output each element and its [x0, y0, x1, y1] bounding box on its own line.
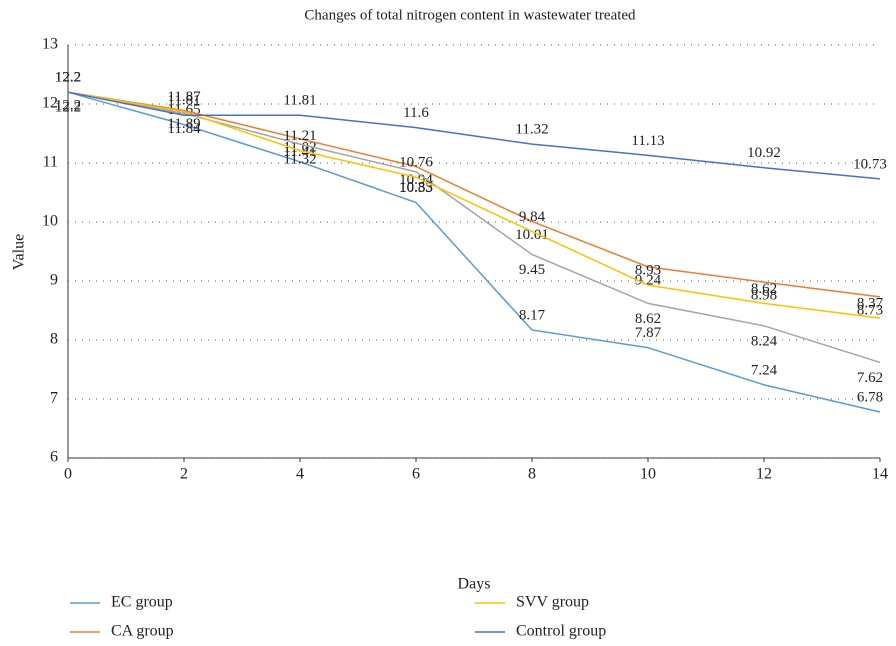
data-label: 12.2 [55, 70, 81, 86]
data-label: 7.62 [857, 370, 883, 386]
data-label: 11.6 [403, 105, 429, 121]
data-label: 8.93 [635, 263, 661, 279]
x-tick-label: 8 [528, 466, 536, 483]
y-tick-label: 11 [43, 154, 58, 171]
data-label: 11.81 [283, 93, 316, 109]
y-tick-label: 8 [50, 331, 58, 348]
data-label: 9.84 [519, 209, 546, 225]
data-label: 11.13 [631, 133, 664, 149]
data-label: 10.92 [747, 145, 781, 161]
data-label: 11.02 [283, 139, 316, 155]
series-line [67, 91, 881, 319]
x-axis-label: Days [458, 576, 491, 593]
data-label: 8.24 [751, 333, 778, 349]
y-tick-label: 9 [50, 272, 58, 289]
data-label: 8.37 [857, 296, 884, 312]
data-label: 8.98 [751, 288, 777, 304]
data-label: 12.2 [55, 70, 81, 86]
data-label: 10.01 [515, 227, 549, 243]
y-tick-label: 12 [42, 95, 58, 112]
data-label: 7.87 [635, 325, 662, 341]
data-label: 10.33 [399, 180, 433, 196]
data-label: 9.24 [635, 272, 662, 288]
series-line [67, 91, 881, 413]
legend-label: EC group [111, 594, 173, 611]
data-label: 8.73 [857, 302, 883, 318]
data-label: 11.32 [283, 152, 316, 168]
x-tick-label: 4 [296, 466, 304, 483]
x-tick-label: 10 [640, 466, 656, 483]
data-label: 6.78 [857, 389, 883, 405]
y-tick-label: 10 [42, 213, 58, 230]
series-line [67, 91, 881, 180]
data-label: 11.21 [283, 128, 316, 144]
data-label: 9.45 [519, 262, 545, 278]
legend-label: Control group [516, 623, 606, 640]
data-label: 12.2 [55, 70, 81, 86]
x-tick-label: 0 [64, 466, 72, 483]
legend-label: CA group [111, 623, 174, 640]
data-label: 12.2 [55, 98, 81, 114]
data-label: 11.84 [167, 121, 201, 137]
y-tick-label: 7 [50, 390, 58, 407]
data-label: 8.62 [635, 311, 661, 327]
data-label: 11.32 [515, 122, 548, 138]
data-label: 11.89 [167, 116, 200, 132]
data-label: 12.2 [55, 100, 81, 116]
data-label: 10.76 [399, 155, 433, 171]
x-tick-label: 14 [872, 466, 888, 483]
x-tick-label: 12 [756, 466, 772, 483]
x-tick-label: 6 [412, 466, 420, 483]
y-tick-label: 13 [42, 36, 58, 53]
data-label: 8.62 [751, 281, 777, 297]
data-label: 7.24 [751, 362, 778, 378]
data-label: 10.73 [853, 156, 887, 172]
data-label: 11.81 [167, 93, 200, 109]
x-tick-label: 2 [180, 466, 188, 483]
y-axis-label: Value [11, 234, 28, 270]
data-label: 11.87 [167, 89, 201, 105]
chart-title: Changes of total nitrogen content in was… [304, 7, 636, 23]
data-label: 8.17 [519, 307, 546, 323]
data-label: 10.85 [399, 179, 433, 195]
y-tick-label: 6 [50, 449, 58, 466]
legend-label: SVV group [516, 594, 589, 611]
